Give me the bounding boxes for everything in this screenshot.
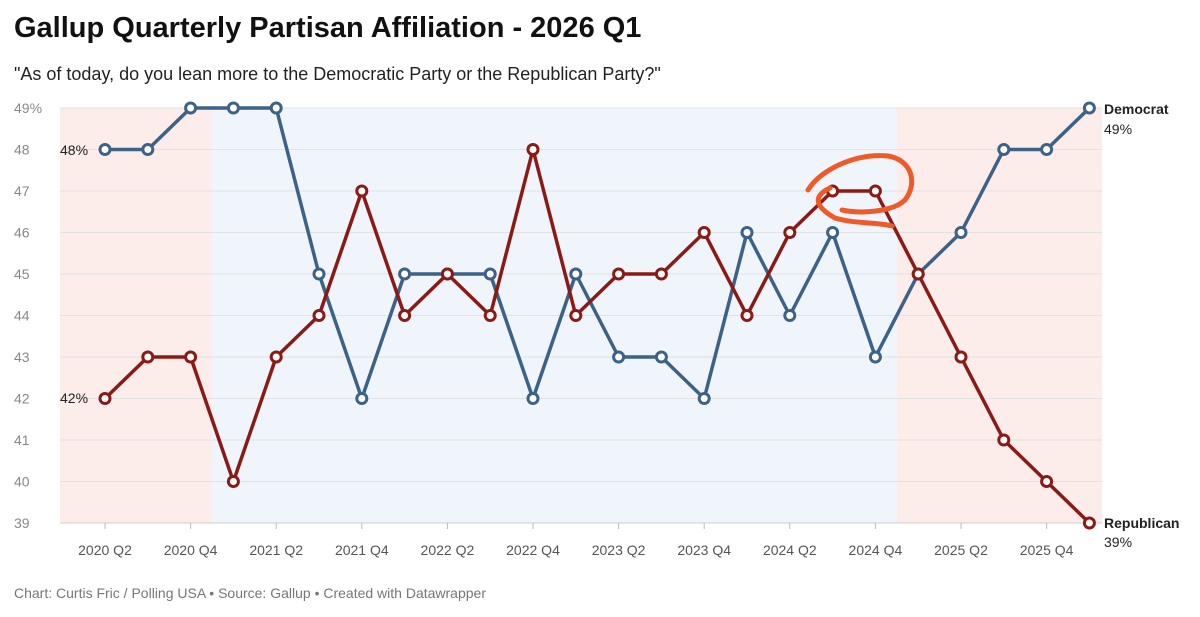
republican-point <box>398 309 412 322</box>
y-tick-label: 48 <box>14 142 30 158</box>
democrat-line <box>105 106 1091 401</box>
republican-point <box>483 309 497 322</box>
republican-point <box>226 475 240 488</box>
y-tick-label: 44 <box>14 308 30 324</box>
y-tick-label: 39 <box>14 515 30 531</box>
x-tick-label: 2024 Q4 <box>849 542 903 558</box>
republican-point <box>868 184 882 198</box>
democrat-point <box>997 143 1011 156</box>
republican-point <box>440 267 454 281</box>
republican-point <box>1040 475 1054 488</box>
democrat-point <box>226 101 240 115</box>
y-tick-label: 49% <box>14 100 42 116</box>
democrat-point <box>141 143 155 156</box>
x-tick-label: 2020 Q2 <box>78 542 132 558</box>
x-tick-label: 2021 Q2 <box>249 542 303 558</box>
democrat-end-name: Democrat <box>1104 101 1169 117</box>
republican-point <box>654 267 668 281</box>
democrat-point <box>526 392 540 405</box>
hand-drawn-circle-annotation <box>805 153 915 215</box>
y-tick-label: 47 <box>14 183 30 199</box>
republican-point <box>612 267 626 281</box>
democrat-point <box>98 143 112 156</box>
x-tick-label: 2020 Q4 <box>164 542 218 558</box>
republican-point <box>141 350 155 364</box>
x-tick-label: 2024 Q2 <box>763 542 817 558</box>
democrat-point <box>184 101 198 115</box>
chart-title: Gallup Quarterly Partisan Affiliation - … <box>14 12 642 44</box>
y-tick-label: 41 <box>14 432 30 448</box>
democrat-point <box>697 392 711 405</box>
y-tick-label: 42 <box>14 391 30 407</box>
republican-point <box>355 184 369 198</box>
democrat-point <box>612 350 626 364</box>
x-tick-label: 2022 Q4 <box>506 542 560 558</box>
republican-point <box>783 226 797 239</box>
democrat-point <box>355 392 369 405</box>
democrat-point <box>398 267 412 281</box>
republican-point <box>569 309 583 322</box>
x-tick-label: 2025 Q4 <box>1020 542 1074 558</box>
republican-point <box>312 309 326 322</box>
democrat-end-value: 49% <box>1104 121 1132 137</box>
democrat-point <box>826 226 840 239</box>
democrat-point <box>783 309 797 322</box>
chart-subtitle: "As of today, do you lean more to the De… <box>14 64 661 84</box>
republican-end-name: Republican <box>1104 515 1179 531</box>
democrat-point <box>483 267 497 281</box>
democrat-point <box>1082 101 1096 115</box>
republican-point <box>184 350 198 364</box>
y-tick-label: 40 <box>14 474 30 490</box>
republican-point <box>269 350 283 364</box>
democrat-point <box>868 350 882 364</box>
democrat-point <box>954 226 968 239</box>
democrat-point <box>1040 143 1054 156</box>
republican-line <box>103 147 1091 525</box>
y-tick-label: 43 <box>14 349 30 365</box>
republican-point <box>911 267 925 281</box>
democrat-point <box>740 226 754 239</box>
x-tick-label: 2025 Q2 <box>934 542 988 558</box>
democrat-point <box>312 267 326 281</box>
chart-footer: Chart: Curtis Fric / Polling USA • Sourc… <box>14 585 486 601</box>
republican-point <box>526 143 540 156</box>
democrat-point <box>569 267 583 281</box>
republican-start-label: 42% <box>60 390 88 406</box>
x-tick-label: 2023 Q2 <box>592 542 646 558</box>
x-tick-label: 2023 Q4 <box>677 542 731 558</box>
democrat-start-label: 48% <box>60 142 88 158</box>
republican-end-value: 39% <box>1104 534 1132 550</box>
y-tick-label: 46 <box>14 225 30 241</box>
republican-point <box>98 392 112 405</box>
line-chart: 49% 48 47 46 45 44 43 42 41 40 39 2020 Q2 2020 Q4 20… <box>14 100 1179 558</box>
republican-point <box>697 226 711 239</box>
republican-point <box>1082 516 1096 530</box>
democrat-point <box>654 350 668 364</box>
democrat-point <box>269 101 283 115</box>
republican-point <box>997 433 1011 447</box>
hand-drawn-circle-annotation-stroke <box>815 185 895 229</box>
y-tick-label: 45 <box>14 266 30 282</box>
x-tick-label: 2022 Q2 <box>421 542 475 558</box>
x-tick-label: 2021 Q4 <box>335 542 389 558</box>
republican-point <box>954 350 968 364</box>
republican-point <box>740 309 754 322</box>
